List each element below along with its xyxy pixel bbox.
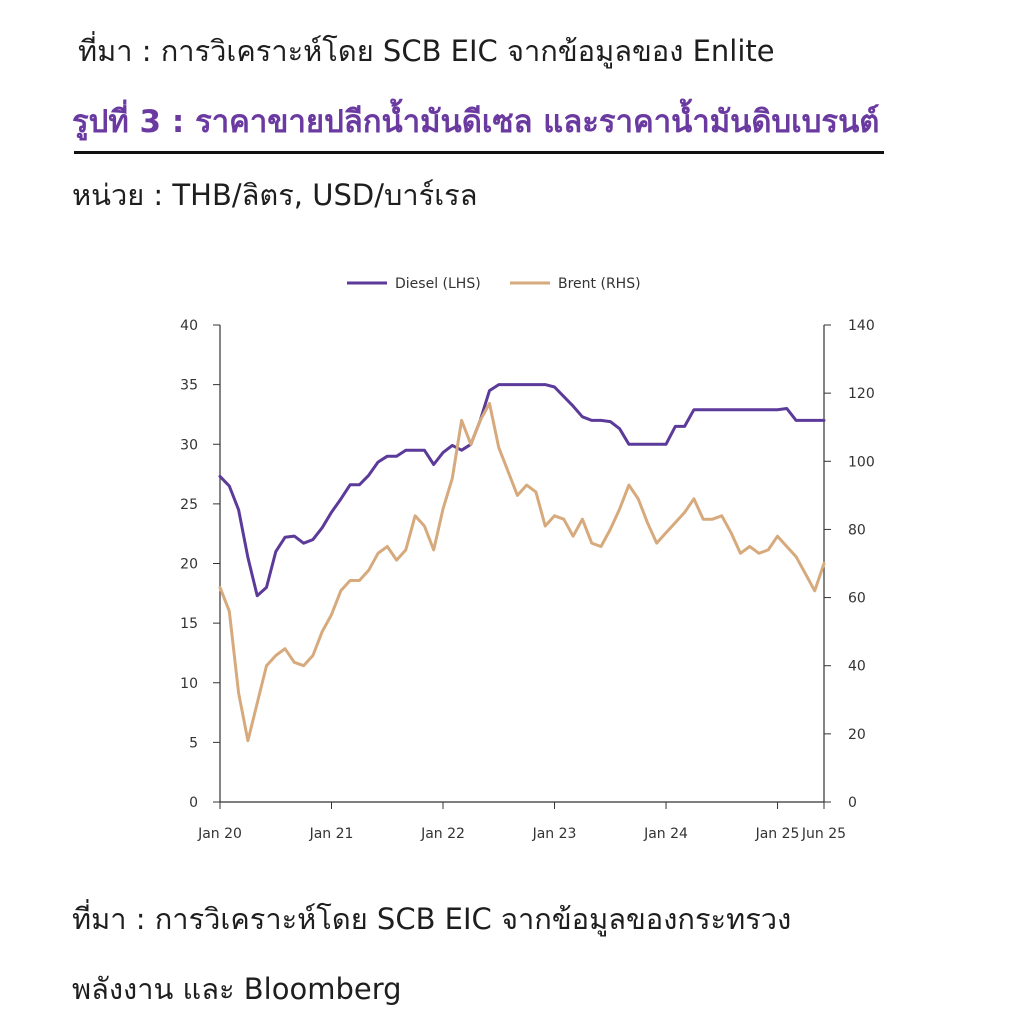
y-left-tick-label: 10	[180, 676, 198, 692]
chart-legend: Diesel (LHS) Brent (RHS)	[347, 276, 641, 292]
series-line-brent	[218, 401, 826, 743]
x-tick-label: Jan 25	[755, 826, 800, 842]
y-left-tick-label: 30	[180, 437, 198, 453]
source-note-top: ที่มา : การวิเคราะห์โดย SCB EIC จากข้อมู…	[78, 34, 775, 68]
y-right-tick-label: 60	[848, 591, 866, 607]
legend-label-brent: Brent (RHS)	[558, 276, 641, 292]
y-right-tick-label: 140	[848, 318, 875, 334]
chart-series	[218, 383, 826, 743]
x-tick-label: Jan 22	[420, 826, 465, 842]
y-right-tick-label: 0	[848, 795, 857, 811]
figure-title: รูปที่ 3 : ราคาขายปลีกน้ำมันดีเซล และราค…	[72, 104, 880, 140]
y-left-tick-label: 40	[180, 318, 198, 334]
x-tick-label: Jan 21	[309, 826, 354, 842]
y-right-tick-label: 20	[848, 727, 866, 743]
y-right-tick-label: 100	[848, 454, 875, 470]
y-left-tick-label: 15	[180, 616, 198, 632]
title-underline	[74, 151, 884, 154]
x-tick-label: Jan 23	[532, 826, 577, 842]
source-note-line-2: พลังงาน และ Bloomberg	[72, 972, 402, 1006]
y-right-tick-label: 80	[848, 522, 866, 538]
y-right-tick-label: 40	[848, 659, 866, 675]
line-chart: Diesel (LHS) Brent (RHS) 0 5 10 15 20 25 30 35 4…	[180, 276, 875, 842]
y-left-tick-label: 35	[180, 378, 198, 394]
y-right-tick-label: 120	[848, 386, 875, 402]
chart-axes: 0 5 10 15 20 25 30 35 40 0 20 40 60 80 100 120 140 Jan 20…	[180, 318, 875, 842]
x-tick-label: Jan 20	[197, 826, 242, 842]
legend-label-diesel: Diesel (LHS)	[395, 276, 481, 292]
series-line-diesel	[218, 383, 826, 598]
source-note-line-1: ที่มา : การวิเคราะห์โดย SCB EIC จากข้อมู…	[72, 902, 792, 936]
x-tick-label: Jun 25	[801, 826, 846, 842]
y-left-tick-label: 0	[189, 795, 198, 811]
unit-label: หน่วย : THB/ลิตร, USD/บาร์เรล	[72, 178, 478, 212]
y-left-tick-label: 20	[180, 557, 198, 573]
y-left-tick-label: 25	[180, 497, 198, 513]
y-left-tick-label: 5	[189, 735, 198, 751]
x-tick-label: Jan 24	[643, 826, 688, 842]
